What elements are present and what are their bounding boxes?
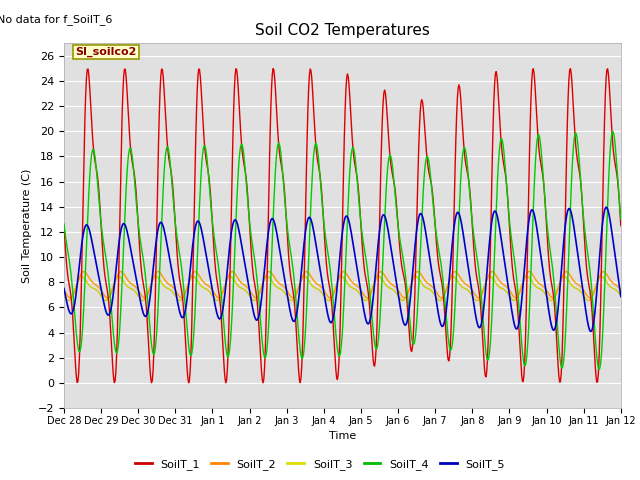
SoilT_5 <box>426 259 434 265</box>
SoilT_4 <box>426 170 434 176</box>
Line: SoilT_5: SoilT_5 <box>64 207 621 332</box>
SoilT_1 <box>428 185 436 191</box>
SoilT_5 <box>587 329 595 335</box>
SoilT_3 <box>426 287 434 293</box>
SoilT_4 <box>60 221 68 227</box>
SoilT_2 <box>214 295 222 300</box>
SoilT_5 <box>60 286 68 291</box>
SoilT_5 <box>184 289 192 295</box>
SoilT_1 <box>70 336 78 342</box>
SoilT_2 <box>412 270 419 276</box>
SoilT_2 <box>185 281 193 287</box>
Line: SoilT_1: SoilT_1 <box>64 69 621 383</box>
SoilT_4 <box>184 336 192 341</box>
Line: SoilT_2: SoilT_2 <box>64 272 621 298</box>
SoilT_3 <box>70 289 78 295</box>
SoilT_4 <box>70 304 78 310</box>
Line: SoilT_3: SoilT_3 <box>64 276 621 300</box>
SoilT_4 <box>410 341 418 347</box>
SoilT_3 <box>184 281 192 287</box>
SoilT_3 <box>524 274 531 279</box>
Y-axis label: Soil Temperature (C): Soil Temperature (C) <box>22 168 32 283</box>
SoilT_1 <box>127 153 135 159</box>
SoilT_2 <box>141 295 148 301</box>
SoilT_4 <box>214 255 221 261</box>
SoilT_4 <box>127 148 135 154</box>
SoilT_2 <box>70 290 78 296</box>
SoilT_1 <box>214 280 221 286</box>
SoilT_2 <box>617 288 625 293</box>
SoilT_4 <box>609 129 617 134</box>
SoilT_4 <box>617 216 625 222</box>
SoilT_5 <box>70 304 78 310</box>
SoilT_3 <box>127 286 135 292</box>
SoilT_5 <box>602 204 610 210</box>
X-axis label: Time: Time <box>329 431 356 441</box>
SoilT_2 <box>303 269 310 275</box>
Text: No data for f_SoilT_6: No data for f_SoilT_6 <box>0 14 113 25</box>
Line: SoilT_4: SoilT_4 <box>64 132 621 370</box>
SoilT_3 <box>617 293 625 299</box>
SoilT_1 <box>60 223 68 228</box>
SoilT_2 <box>60 288 68 293</box>
SoilT_3 <box>584 298 592 303</box>
SoilT_5 <box>410 254 418 260</box>
SoilT_1 <box>412 265 419 271</box>
SoilT_5 <box>214 312 221 318</box>
SoilT_3 <box>410 275 418 280</box>
SoilT_4 <box>595 367 603 372</box>
SoilT_1 <box>617 223 625 228</box>
SoilT_3 <box>60 293 68 299</box>
SoilT_2 <box>127 281 135 287</box>
SoilT_1 <box>269 66 277 72</box>
SoilT_2 <box>428 283 436 289</box>
Title: Soil CO2 Temperatures: Soil CO2 Temperatures <box>255 23 430 38</box>
SoilT_1 <box>184 376 192 382</box>
Legend: SoilT_1, SoilT_2, SoilT_3, SoilT_4, SoilT_5: SoilT_1, SoilT_2, SoilT_3, SoilT_4, Soil… <box>131 455 509 474</box>
SoilT_3 <box>214 298 221 303</box>
SoilT_1 <box>259 380 267 386</box>
Text: SI_soilco2: SI_soilco2 <box>75 47 136 57</box>
SoilT_5 <box>127 250 135 256</box>
SoilT_5 <box>617 294 625 300</box>
